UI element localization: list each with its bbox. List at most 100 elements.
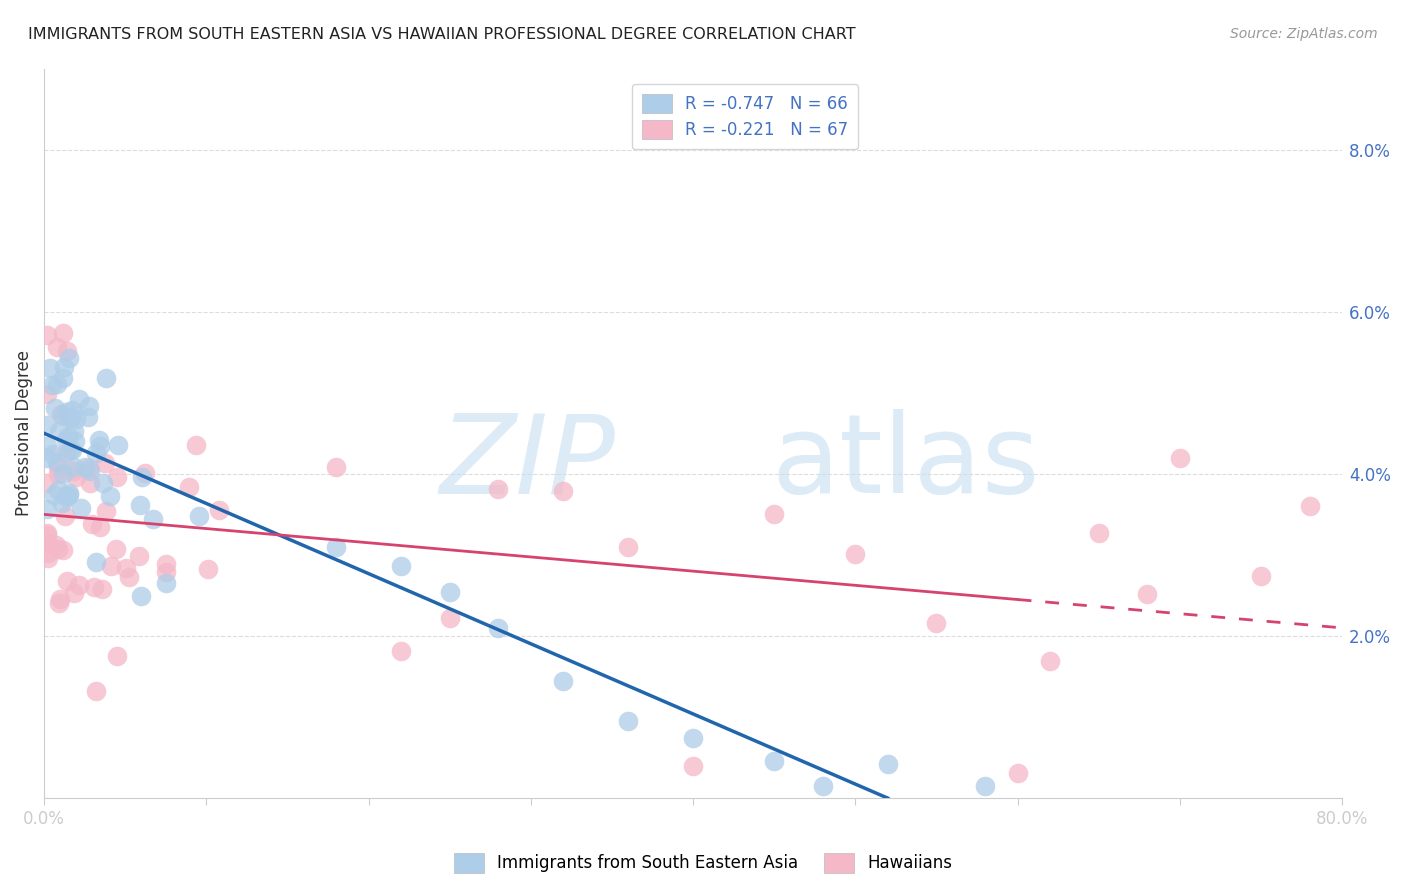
Point	[105, 541, 128, 556]
Point	[37, 526, 59, 541]
Point	[184, 438, 207, 452]
Point	[82, 516, 104, 531]
Y-axis label: Professional Degree: Professional Degree	[15, 351, 32, 516]
Point	[682, 731, 704, 745]
Point	[325, 541, 347, 555]
Point	[98, 489, 121, 503]
Point	[84, 683, 107, 698]
Point	[67, 392, 90, 406]
Point	[55, 489, 77, 503]
Point	[73, 459, 96, 474]
Point	[58, 486, 80, 500]
Point	[131, 470, 153, 484]
Point	[925, 615, 948, 630]
Point	[55, 433, 77, 447]
Point	[439, 611, 461, 625]
Point	[87, 433, 110, 447]
Point	[142, 511, 165, 525]
Point	[63, 460, 86, 475]
Point	[38, 360, 60, 375]
Point	[155, 566, 177, 580]
Point	[46, 455, 69, 469]
Point	[41, 378, 63, 392]
Point	[37, 418, 59, 433]
Point	[389, 559, 412, 574]
Point	[89, 519, 111, 533]
Point	[37, 475, 59, 490]
Point	[107, 438, 129, 452]
Point	[62, 464, 84, 478]
Point	[1168, 450, 1191, 465]
Point	[79, 475, 101, 490]
Point	[46, 542, 69, 557]
Point	[45, 377, 67, 392]
Point	[105, 470, 128, 484]
Point	[844, 547, 866, 561]
Point	[37, 450, 59, 465]
Point	[131, 589, 153, 603]
Point	[63, 424, 86, 438]
Point	[51, 408, 73, 422]
Point	[56, 429, 79, 443]
Point	[93, 456, 115, 470]
Point	[48, 424, 70, 438]
Point	[46, 459, 69, 474]
Point	[52, 326, 75, 340]
Point	[37, 439, 59, 453]
Point	[37, 328, 59, 343]
Point	[55, 446, 77, 460]
Point	[84, 555, 107, 569]
Point	[42, 447, 65, 461]
Point	[56, 344, 79, 359]
Point	[46, 467, 69, 482]
Point	[37, 387, 59, 401]
Point	[389, 644, 412, 658]
Point	[51, 496, 73, 510]
Point	[811, 779, 834, 793]
Point	[1039, 654, 1062, 668]
Point	[37, 528, 59, 542]
Point	[134, 466, 156, 480]
Point	[45, 538, 67, 552]
Point	[55, 490, 77, 504]
Point	[58, 351, 80, 366]
Point	[83, 580, 105, 594]
Point	[129, 498, 152, 512]
Legend: R = -0.747   N = 66, R = -0.221   N = 67: R = -0.747 N = 66, R = -0.221 N = 67	[631, 84, 858, 149]
Point	[52, 409, 75, 424]
Point	[155, 557, 177, 571]
Point	[91, 582, 114, 596]
Point	[77, 461, 100, 475]
Point	[617, 540, 640, 554]
Point	[59, 442, 82, 457]
Point	[94, 370, 117, 384]
Point	[974, 779, 997, 793]
Point	[763, 507, 786, 521]
Point	[55, 405, 77, 419]
Point	[93, 476, 115, 491]
Point	[52, 360, 75, 375]
Point	[60, 442, 83, 457]
Point	[58, 488, 80, 502]
Point	[325, 460, 347, 475]
Point	[52, 543, 75, 558]
Point	[52, 467, 75, 482]
Point	[76, 409, 98, 424]
Point	[37, 550, 59, 565]
Legend: Immigrants from South Eastern Asia, Hawaiians: Immigrants from South Eastern Asia, Hawa…	[447, 847, 959, 880]
Point	[53, 509, 76, 524]
Point	[105, 648, 128, 663]
Point	[52, 370, 75, 384]
Point	[65, 434, 87, 448]
Point	[187, 508, 209, 523]
Point	[1007, 766, 1029, 780]
Text: ZIP: ZIP	[439, 409, 616, 516]
Point	[42, 488, 65, 502]
Text: IMMIGRANTS FROM SOUTH EASTERN ASIA VS HAWAIIAN PROFESSIONAL DEGREE CORRELATION C: IMMIGRANTS FROM SOUTH EASTERN ASIA VS HA…	[28, 27, 856, 42]
Point	[682, 759, 704, 773]
Point	[1136, 587, 1159, 601]
Point	[46, 340, 69, 354]
Point	[84, 445, 107, 459]
Point	[208, 503, 231, 517]
Point	[56, 574, 79, 588]
